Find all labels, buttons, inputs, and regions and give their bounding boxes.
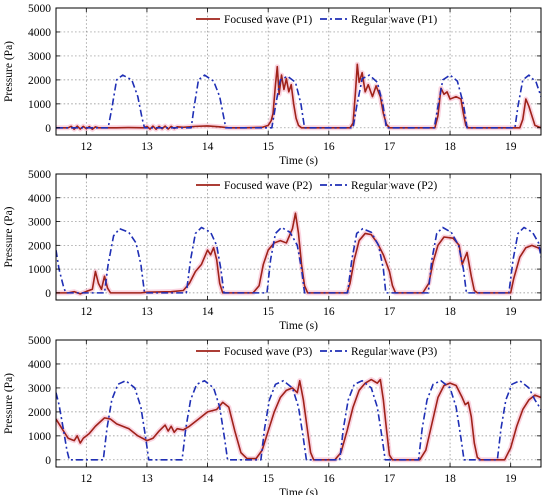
x-tick-label: 12 — [81, 306, 93, 318]
x-tick-label: 14 — [202, 306, 214, 318]
y-tick-label: 3000 — [28, 51, 51, 63]
x-tick-label: 15 — [262, 473, 274, 485]
chart-panel-p2: 12 13 14 15 16 17 18 19 0 1000 2000 3000 4000 5000 Tim… — [3, 169, 542, 332]
x-tick-label: 19 — [505, 473, 517, 485]
plot-frame — [55, 173, 542, 301]
x-tick-label: 13 — [141, 306, 153, 318]
legend-label-regular: Regular wave (P1) — [351, 14, 437, 26]
legend-label-focused: Focused wave (P3) — [224, 346, 312, 358]
legend: Focused wave (P1) Regular wave (P1) — [196, 14, 437, 26]
x-axis-label: Time (s) — [279, 155, 318, 167]
plot-area — [56, 377, 541, 463]
y-tick-label: 2000 — [28, 407, 51, 419]
x-tick-label: 18 — [444, 141, 456, 153]
series-line-focused — [56, 63, 541, 131]
x-tick-label: 16 — [323, 473, 335, 485]
series-focused-glow — [56, 61, 541, 132]
y-tick-label: 0 — [45, 455, 51, 467]
legend-label-regular: Regular wave (P3) — [351, 346, 437, 358]
legend-label-focused: Focused wave (P2) — [224, 180, 312, 192]
x-tick-label: 15 — [262, 141, 274, 153]
y-tick-label: 3000 — [28, 217, 51, 229]
x-axis-label: Time (s) — [279, 320, 318, 332]
legend: Focused wave (P2) Regular wave (P2) — [196, 180, 437, 192]
x-tick-label: 18 — [444, 306, 456, 318]
y-tick-label: 3000 — [28, 383, 51, 395]
x-tick-label: 18 — [444, 473, 456, 485]
x-tick-label: 19 — [505, 306, 517, 318]
plot-frame — [55, 7, 542, 136]
x-tick-label: 12 — [81, 473, 93, 485]
x-tick-label: 12 — [81, 141, 93, 153]
y-tick-label: 0 — [45, 123, 51, 135]
x-axis-label: Time (s) — [279, 487, 318, 495]
x-tick-label: 13 — [141, 141, 153, 153]
y-tick-label: 4000 — [28, 193, 51, 205]
y-tick-label: 5000 — [28, 3, 51, 15]
x-tick-label: 15 — [262, 306, 274, 318]
chart-panel-p3: 12 13 14 15 16 17 18 19 0 1000 2000 3000 4000 5000 Tim… — [3, 335, 542, 499]
y-axis-label: Pressure (Pa) — [3, 373, 15, 434]
chart-panel-p1: 12 13 14 15 16 17 18 19 0 1000 2000 3000 4000 5000 Tim… — [3, 3, 542, 167]
x-tick-label: 16 — [323, 306, 335, 318]
plot-area — [56, 210, 541, 297]
x-tick-label: 16 — [323, 141, 335, 153]
legend-label-regular: Regular wave (P2) — [351, 180, 437, 192]
series-line-regular — [56, 226, 541, 294]
x-tick-label: 17 — [384, 306, 396, 318]
legend: Focused wave (P3) Regular wave (P3) — [196, 346, 437, 358]
legend-label-focused: Focused wave (P1) — [224, 14, 312, 26]
x-tick-label: 19 — [505, 141, 517, 153]
y-tick-label: 1000 — [28, 264, 51, 276]
y-tick-label: 4000 — [28, 27, 51, 39]
series-line-regular — [56, 74, 541, 129]
x-tick-label: 17 — [384, 141, 396, 153]
plot-area — [56, 61, 541, 132]
y-tick-label: 5000 — [28, 335, 51, 347]
series-line-regular — [56, 379, 541, 461]
y-tick-label: 0 — [45, 288, 51, 300]
plot-frame — [55, 339, 542, 468]
x-tick-label: 17 — [384, 473, 396, 485]
y-tick-label: 2000 — [28, 240, 51, 252]
y-tick-label: 5000 — [28, 169, 51, 181]
y-tick-label: 4000 — [28, 359, 51, 371]
y-tick-label: 1000 — [28, 431, 51, 443]
y-axis-label: Pressure (Pa) — [3, 206, 15, 267]
y-tick-label: 2000 — [28, 75, 51, 87]
x-tick-label: 13 — [141, 473, 153, 485]
y-tick-label: 1000 — [28, 99, 51, 111]
y-axis-label: Pressure (Pa) — [3, 41, 15, 102]
x-tick-label: 14 — [202, 141, 214, 153]
series-line-focused — [56, 378, 541, 461]
series-focused-glow — [56, 377, 541, 463]
x-tick-label: 14 — [202, 473, 214, 485]
